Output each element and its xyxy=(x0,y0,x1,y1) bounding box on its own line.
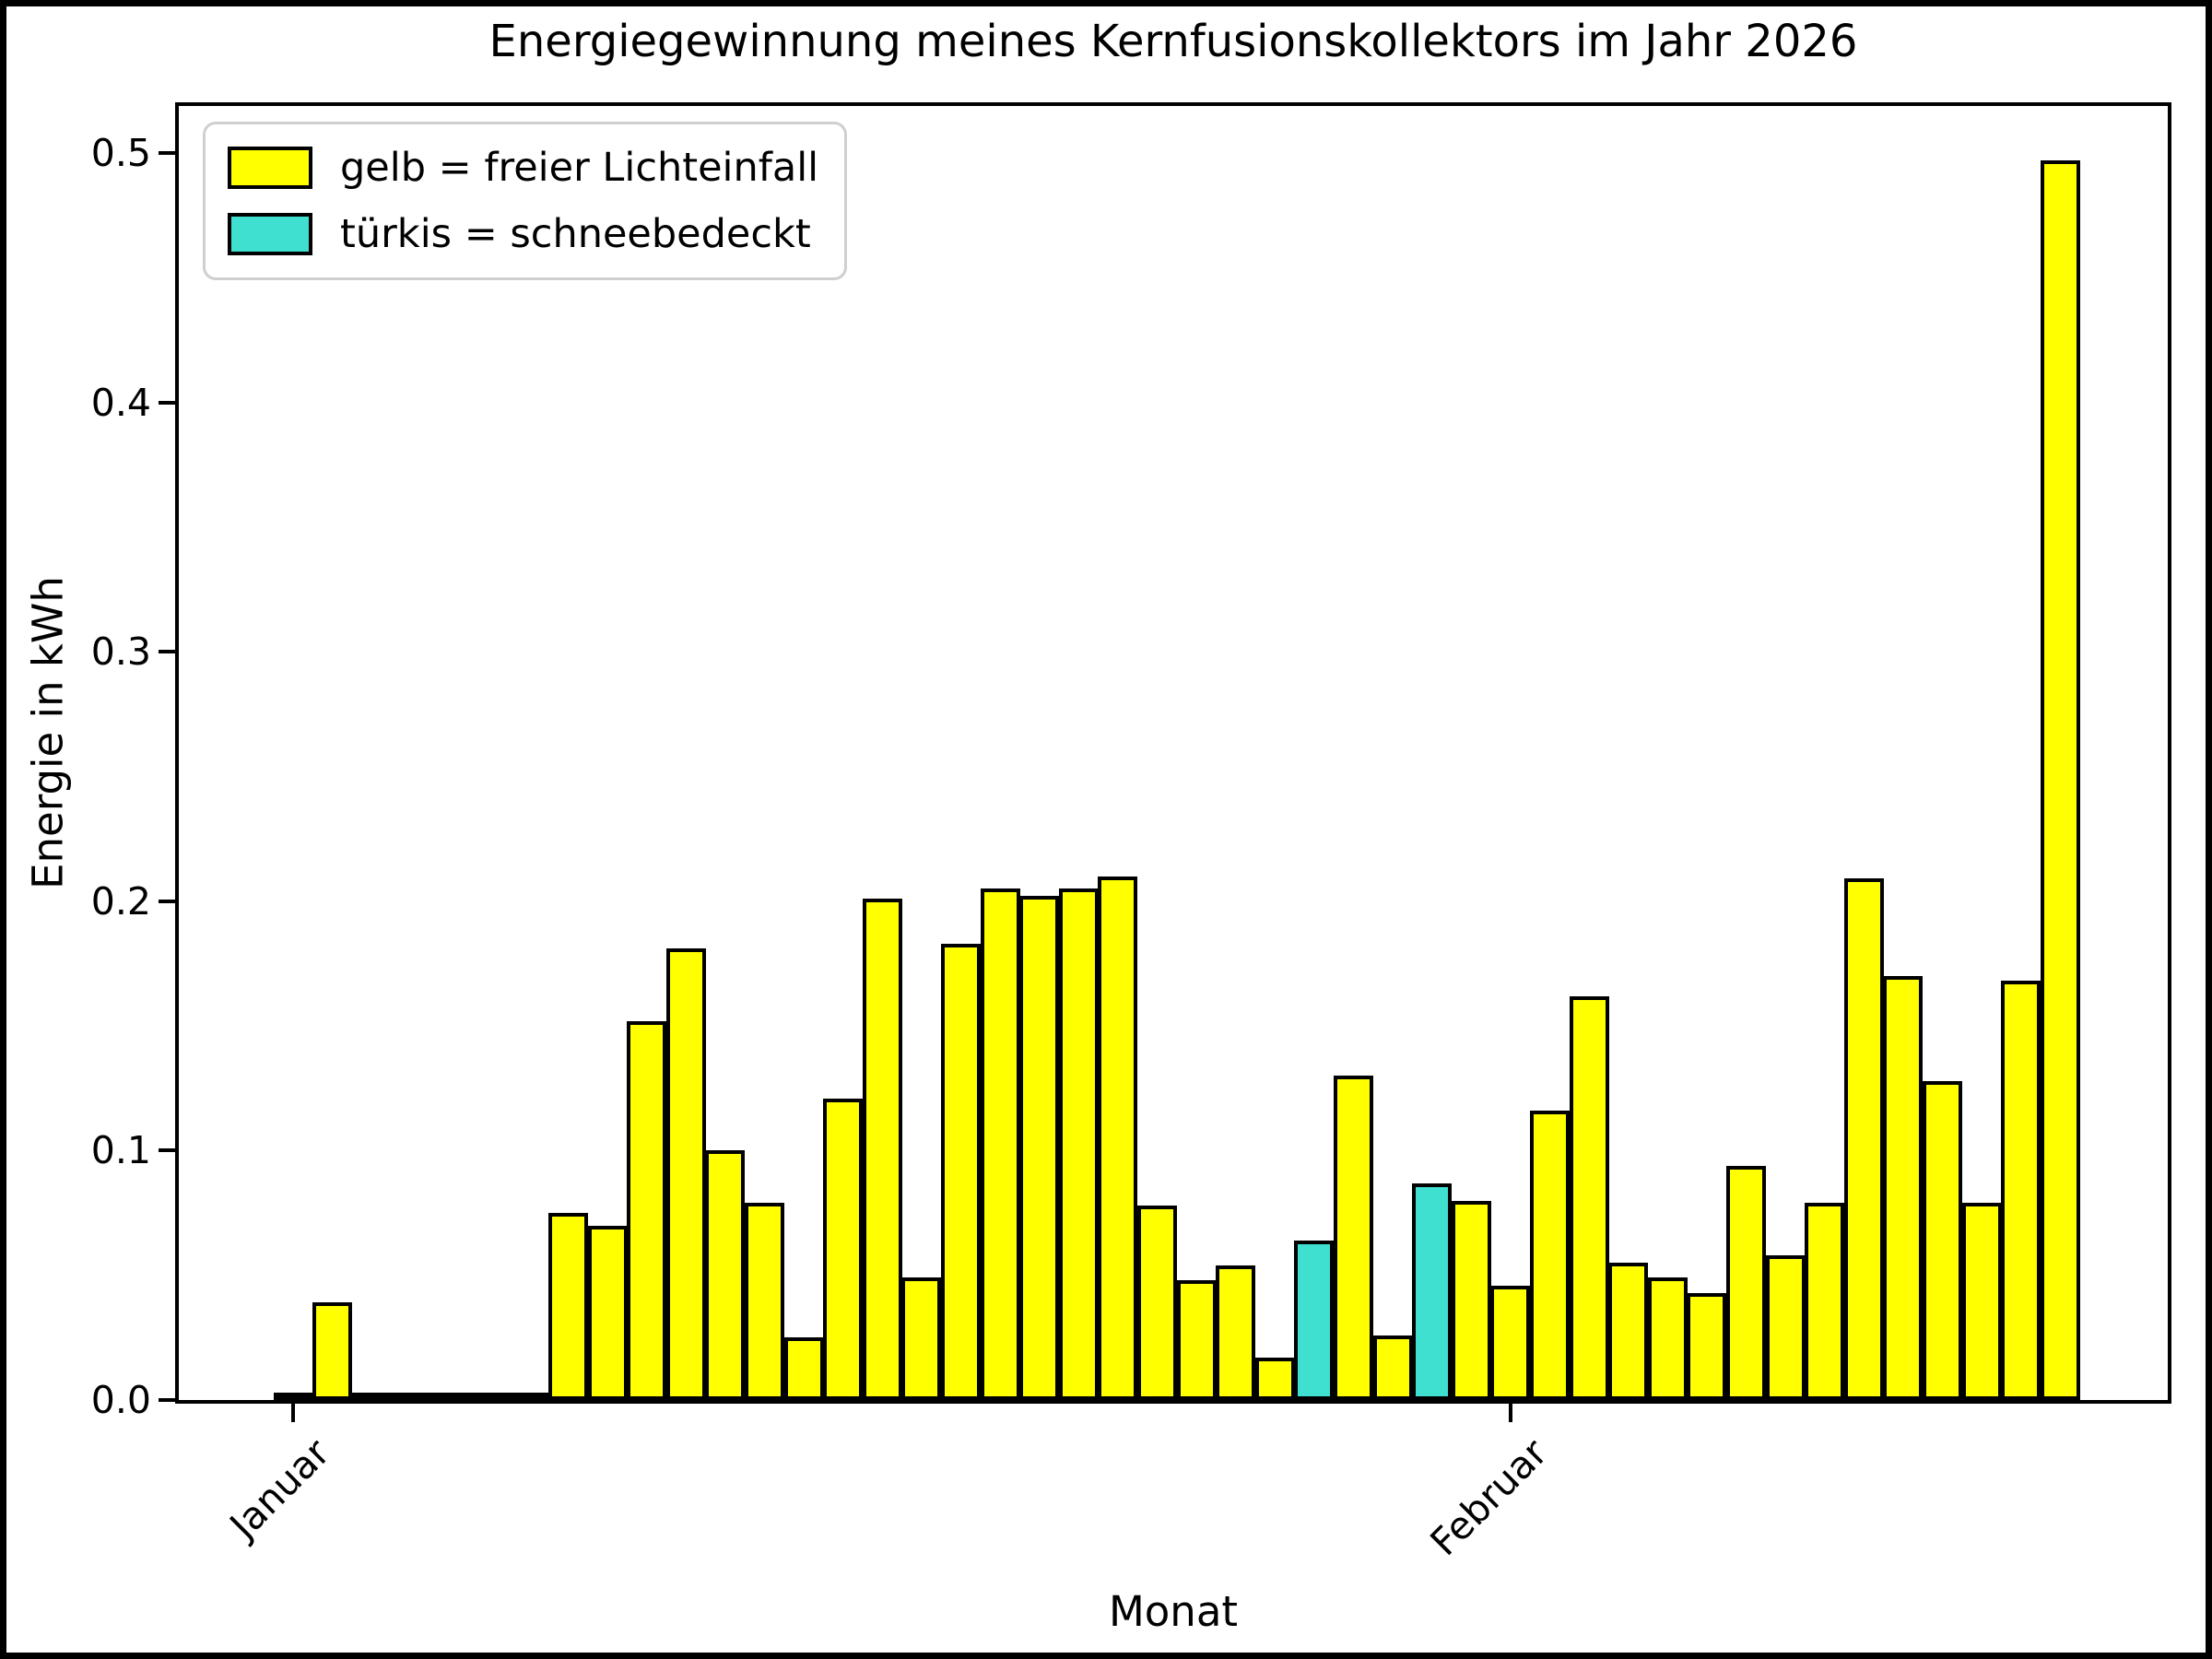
x-tick-mark-februar xyxy=(1508,1400,1512,1422)
bar-januar-20 xyxy=(1019,896,1060,1400)
chart-title: Energiegewinnung meines Kernfusionskolle… xyxy=(488,16,1858,67)
y-axis-label: Energie in kWh xyxy=(23,576,73,889)
bar-februar-1 xyxy=(1490,1286,1531,1400)
bar-januar-12 xyxy=(705,1150,746,1400)
bar-februar-6 xyxy=(1687,1293,1727,1400)
y-tick-mark-0.2 xyxy=(159,899,175,903)
y-tick-mark-0.4 xyxy=(159,400,175,405)
bar-januar-22 xyxy=(1098,877,1138,1400)
bar-januar-2 xyxy=(312,1302,353,1400)
bar-februar-5 xyxy=(1647,1277,1688,1400)
bar-januar-29 xyxy=(1372,1335,1413,1400)
y-tick-mark-0.3 xyxy=(159,650,175,654)
y-tick-label-0.5: 0.5 xyxy=(90,131,151,175)
bar-januar-24 xyxy=(1176,1280,1217,1400)
legend-label-free-light: gelb = freier Lichteinfall xyxy=(340,145,819,191)
bar-januar-14 xyxy=(783,1337,824,1400)
bar-januar-27 xyxy=(1294,1241,1335,1400)
bar-januar-26 xyxy=(1254,1358,1295,1400)
y-tick-label-0.3: 0.3 xyxy=(90,629,151,675)
bar-januar-9 xyxy=(587,1226,628,1400)
bar-januar-11 xyxy=(665,948,706,1400)
bar-januar-23 xyxy=(1136,1206,1177,1400)
bar-januar-31 xyxy=(1451,1201,1491,1400)
bar-januar-21 xyxy=(1058,888,1099,1400)
plot-area xyxy=(175,102,2171,1404)
bar-februar-3 xyxy=(1569,996,1609,1400)
bar-januar-19 xyxy=(980,888,1020,1400)
bar-januar-28 xyxy=(1333,1076,1373,1400)
bar-januar-6 xyxy=(469,1393,510,1400)
bar-februar-12 xyxy=(1922,1081,1962,1400)
x-axis-label: Monat xyxy=(1108,1587,1239,1636)
bar-januar-18 xyxy=(940,944,981,1400)
bar-februar-11 xyxy=(1883,976,1924,1400)
y-tick-label-0.0: 0.0 xyxy=(90,1378,151,1422)
y-tick-label-0.2: 0.2 xyxy=(90,878,151,924)
bar-januar-15 xyxy=(823,1099,864,1400)
y-tick-label-0.4: 0.4 xyxy=(90,380,151,425)
bar-januar-1 xyxy=(273,1393,313,1400)
legend-entry-free-light: gelb = freier Lichteinfall xyxy=(228,141,818,194)
legend-entry-snow-covered: türkis = schneebedeckt xyxy=(228,207,818,261)
y-tick-mark-0.0 xyxy=(159,1398,175,1402)
bar-februar-13 xyxy=(1961,1203,2002,1400)
bar-februar-9 xyxy=(1805,1203,1845,1400)
bar-februar-14 xyxy=(2001,981,2041,1400)
bar-januar-25 xyxy=(1216,1265,1256,1400)
legend: gelb = freier Lichteinfall türkis = schn… xyxy=(203,122,848,280)
bar-januar-8 xyxy=(547,1213,588,1400)
legend-swatch-turquoise xyxy=(228,213,312,255)
bar-februar-15 xyxy=(2040,160,2080,1400)
bar-februar-10 xyxy=(1843,878,1884,1400)
bar-januar-10 xyxy=(627,1021,667,1400)
bar-januar-16 xyxy=(862,899,902,1400)
x-tick-mark-januar xyxy=(291,1400,295,1422)
bar-januar-4 xyxy=(391,1393,431,1400)
bar-januar-30 xyxy=(1412,1183,1453,1400)
legend-label-snow-covered: türkis = schneebedeckt xyxy=(340,211,811,257)
y-tick-mark-0.5 xyxy=(159,151,175,155)
legend-swatch-yellow xyxy=(228,147,312,189)
y-tick-label-0.1: 0.1 xyxy=(90,1128,151,1173)
bar-februar-8 xyxy=(1765,1255,1806,1400)
bar-januar-3 xyxy=(351,1393,392,1400)
bar-januar-5 xyxy=(430,1393,471,1400)
bar-januar-17 xyxy=(901,1277,942,1400)
bar-februar-7 xyxy=(1725,1166,1766,1400)
bar-februar-2 xyxy=(1529,1111,1570,1400)
bar-februar-4 xyxy=(1608,1263,1649,1400)
bar-januar-7 xyxy=(509,1393,549,1400)
y-tick-mark-0.1 xyxy=(159,1148,175,1153)
bar-januar-13 xyxy=(744,1203,784,1400)
